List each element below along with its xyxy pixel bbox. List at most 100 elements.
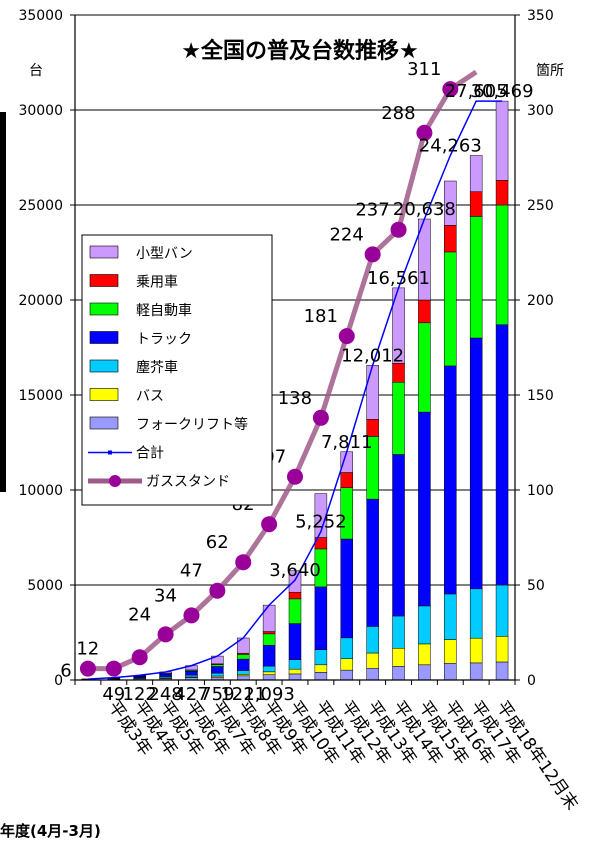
bar-segment <box>262 671 276 675</box>
bar-segment <box>288 673 302 681</box>
bar-segment <box>366 652 379 669</box>
station-point <box>287 468 303 485</box>
bar-segment <box>444 251 457 367</box>
y-right-tick-label: 150 <box>527 388 554 404</box>
legend-marker <box>108 450 112 455</box>
station-label: 138 <box>278 388 312 409</box>
station-label: 288 <box>381 103 415 124</box>
total-label: 49 <box>102 684 125 705</box>
station-point <box>364 246 381 263</box>
station-point <box>390 221 407 238</box>
station-point <box>442 81 459 98</box>
y-left-tick-label: 25000 <box>18 198 63 214</box>
y-right-unit: 箇所 <box>536 62 564 79</box>
bar-segment <box>262 633 276 646</box>
station-point <box>261 516 278 533</box>
y-right-tick-label: 300 <box>527 103 554 119</box>
bar-segment <box>444 365 457 595</box>
bar-segment <box>418 322 431 413</box>
legend-label: バス <box>136 389 164 405</box>
legend-marker <box>109 475 121 487</box>
bar-segment <box>288 659 302 670</box>
station-label: 47 <box>180 561 203 582</box>
bar-segment <box>469 637 483 664</box>
station-label: 224 <box>329 224 363 245</box>
station-line <box>87 69 478 672</box>
bar-segment <box>392 454 405 617</box>
station-label: 6 <box>60 661 71 682</box>
y-left-unit: 台 <box>29 63 43 79</box>
legend-label: 合計 <box>136 446 164 462</box>
bar-segment <box>262 674 276 681</box>
station-point <box>209 582 226 599</box>
station-label: 237 <box>355 200 389 221</box>
y-right-tick-label: 250 <box>527 198 554 214</box>
x-tick-labels: 平成3年平成4年平成5年平成6年平成7年平成8年平成9年平成10年平成11年平成… <box>104 697 582 814</box>
bar-segment <box>495 661 509 681</box>
bar-segment <box>392 615 405 649</box>
bar-segment <box>469 662 483 681</box>
bar-segment <box>495 180 509 206</box>
bar-segment <box>469 337 483 590</box>
bar-segment <box>262 665 276 673</box>
bar-segment <box>288 591 302 600</box>
bar-segment <box>262 631 276 635</box>
bar-segment <box>288 598 302 624</box>
legend-swatch <box>89 245 119 259</box>
y-left-tick-label: 35000 <box>18 8 63 24</box>
y-right-tick-label: 0 <box>527 673 536 689</box>
station-point <box>131 649 148 666</box>
bar-segment <box>366 365 379 420</box>
bar-segment <box>418 664 431 681</box>
chart-title: ★全国の普及台数推移★ <box>181 38 418 64</box>
bar-segment <box>185 671 198 676</box>
legend-label: フォークリフト等 <box>136 416 248 433</box>
bar-segment <box>444 639 457 664</box>
bar-segment <box>392 648 405 667</box>
total-label: 759 <box>200 684 234 705</box>
bars <box>81 100 509 681</box>
bar-segment <box>392 382 405 455</box>
bar-segment <box>340 658 354 671</box>
total-label: 1211 <box>220 684 266 705</box>
station-label: 12 <box>76 639 99 660</box>
bar-segment <box>495 324 509 586</box>
legend-swatch <box>89 416 119 430</box>
bar-segment <box>495 204 509 325</box>
total-label: 30,469 <box>471 81 534 102</box>
legend-label: トラック <box>136 332 192 348</box>
station-point <box>183 607 200 624</box>
bar-segment <box>340 538 354 639</box>
bar-segment <box>262 604 276 632</box>
total-label: 248 <box>148 684 182 705</box>
total-label: 16,561 <box>367 268 430 289</box>
axes: 0 5000 10000 15000 20000 25000 30000 35000 0 50 10… <box>18 8 553 689</box>
total-label: 12,012 <box>341 345 404 366</box>
bar-segment <box>340 451 354 473</box>
bar-segment <box>366 626 379 654</box>
bar-segment <box>288 668 302 675</box>
data-labels: 6122434476282107138181224237288311491222… <box>60 59 533 705</box>
bar-segment <box>418 643 431 666</box>
bar-segment <box>236 654 250 660</box>
y-left-tick-label: 5000 <box>27 578 63 594</box>
legend-label: 小型バン <box>136 246 193 262</box>
legend-swatch <box>89 302 119 316</box>
total-label: 427 <box>174 684 208 705</box>
bar-segment <box>418 605 431 645</box>
y-left-tick-label: 0 <box>54 673 63 689</box>
bar-segment <box>469 588 483 639</box>
bar-segment <box>211 666 224 674</box>
bar-segment <box>159 674 172 677</box>
legend-swatch <box>89 359 119 373</box>
total-label: 24,263 <box>419 136 482 157</box>
station-label: 34 <box>154 585 177 606</box>
bar-segment <box>236 658 250 671</box>
y-left-tick-label: 10000 <box>18 483 63 499</box>
bar-segment <box>236 675 250 681</box>
bar-segment <box>366 498 379 627</box>
y-right-tick-label: 100 <box>527 483 554 499</box>
bar-segment <box>469 155 483 192</box>
